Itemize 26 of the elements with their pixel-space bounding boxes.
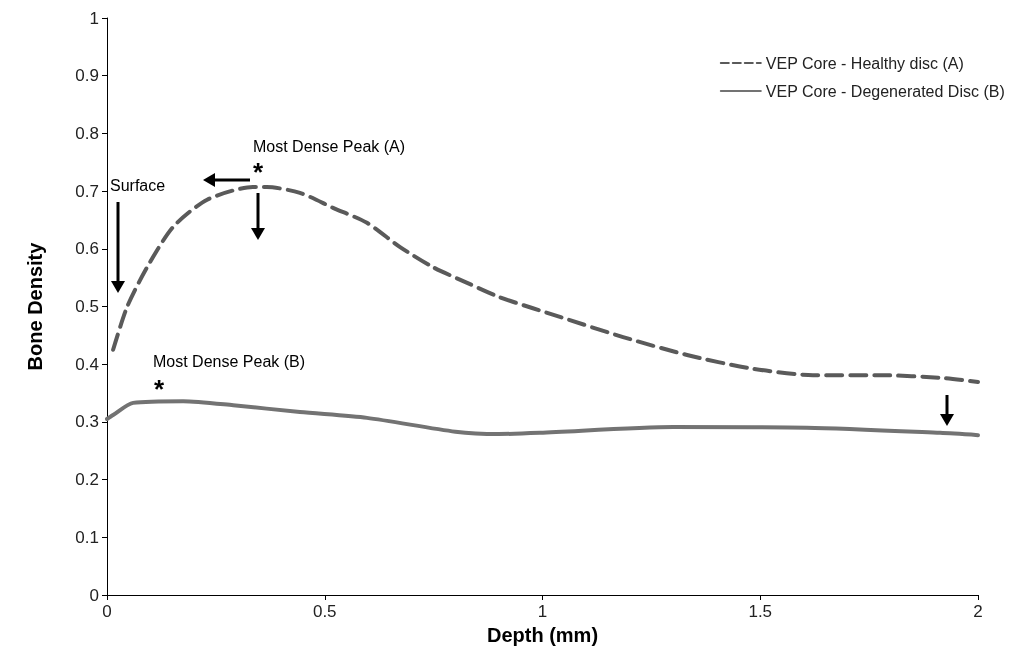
y-tick-label: 0 — [89, 585, 99, 605]
annotation: * — [153, 374, 165, 404]
x-tick-label: 2 — [973, 602, 983, 621]
annotation: Most Dense Peak (B) — [153, 352, 306, 370]
y-tick-label: 0.9 — [75, 66, 99, 86]
y-tick-label: 1 — [89, 8, 99, 28]
legend-label: VEP Core - Degenerated Disc (B) — [765, 82, 1005, 100]
x-tick-label: 0 — [102, 602, 112, 621]
y-axis-title: Bone Density — [24, 241, 46, 371]
y-tick-label: 0.5 — [75, 297, 99, 316]
y-tick-label: 0.4 — [75, 354, 99, 374]
x-tick-label: 0.5 — [312, 602, 337, 621]
legend-label: VEP Core - Healthy disc (A) — [765, 54, 964, 72]
y-tick-label: 0.1 — [75, 527, 99, 547]
y-tick-label: 0.6 — [75, 239, 99, 259]
y-tick-label: 0.2 — [75, 470, 99, 490]
y-tick-label: 0.3 — [75, 412, 99, 432]
x-tick-label: 1 — [537, 602, 548, 621]
annotation: Most Dense Peak (A) — [253, 137, 406, 155]
line-series — [105, 399, 980, 438]
x-axis-title: Depth (mm) — [486, 624, 599, 646]
y-tick-label: 0.7 — [75, 181, 99, 201]
annotation: Surface — [110, 176, 166, 194]
y-tick-label: 0.8 — [75, 123, 99, 143]
annotation: * — [252, 157, 264, 187]
x-tick-label: 1.5 — [748, 602, 773, 621]
